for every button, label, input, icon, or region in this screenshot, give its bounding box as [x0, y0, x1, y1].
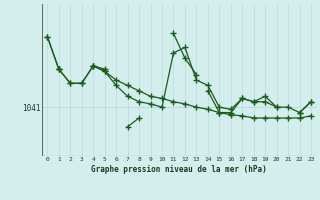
X-axis label: Graphe pression niveau de la mer (hPa): Graphe pression niveau de la mer (hPa) [91, 165, 267, 174]
